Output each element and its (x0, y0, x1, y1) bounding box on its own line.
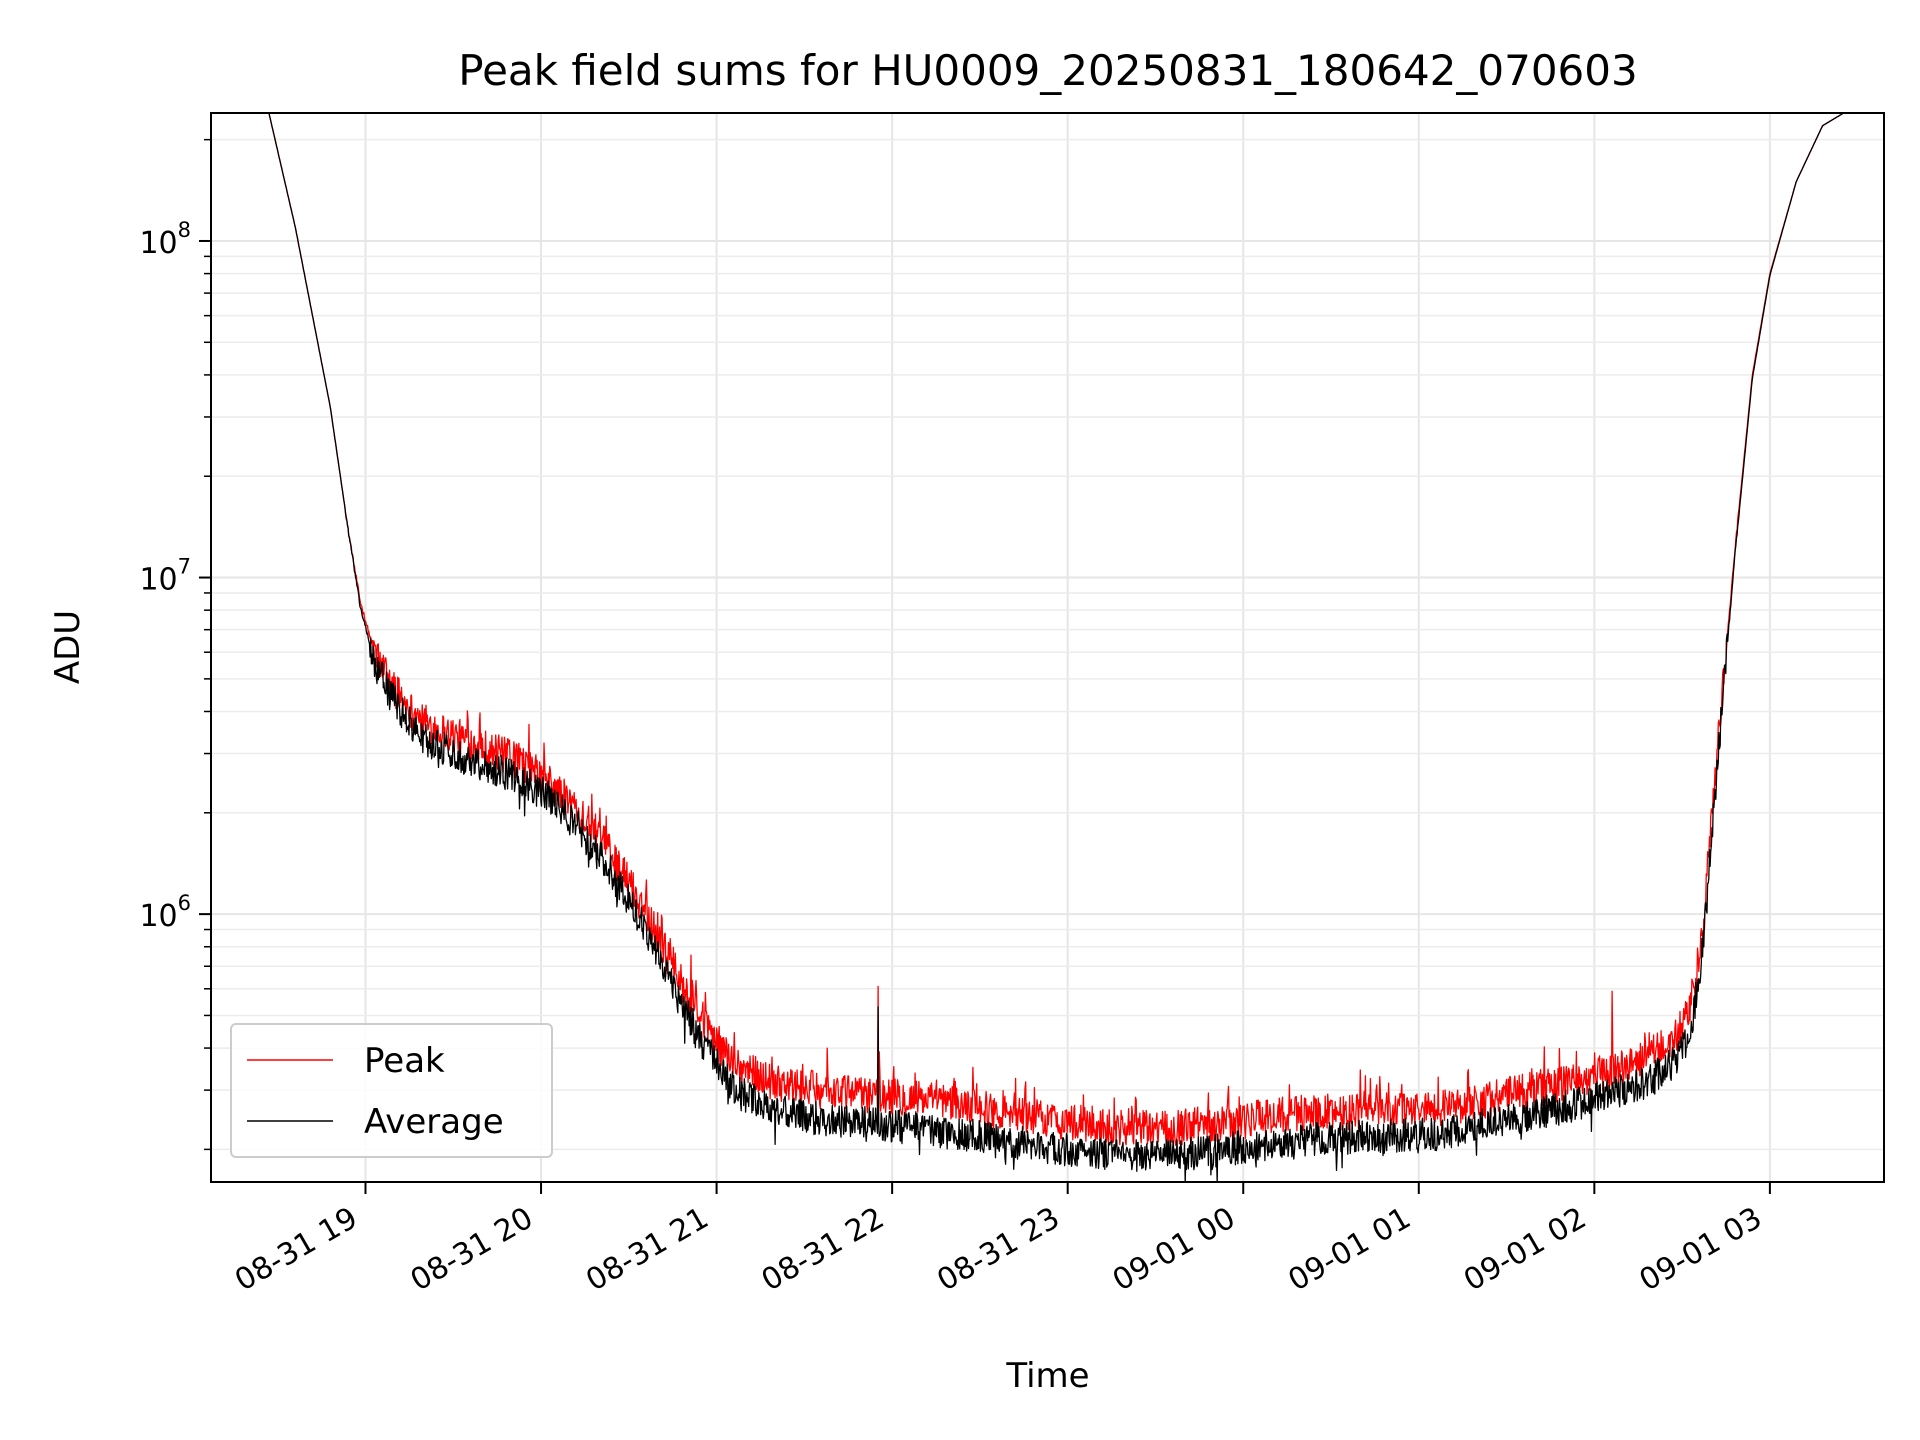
y-tick-exponent: 7 (178, 555, 191, 579)
legend-label-peak: Peak (364, 1041, 445, 1081)
y-tick-label: 108 (139, 218, 191, 261)
x-axis-label: Time (1005, 1356, 1089, 1396)
series-line-average (225, 113, 1858, 1182)
y-axis-label: ADU (48, 610, 88, 684)
legend-box (230, 1023, 553, 1158)
y-tick-exponent: 8 (178, 218, 191, 242)
plot-frame (210, 112, 1885, 1183)
y-tick-label: 107 (139, 555, 191, 598)
y-tick-base: 10 (139, 226, 177, 261)
y-tick-base: 10 (139, 563, 177, 598)
plot-area (225, 113, 1858, 1182)
series-layer (225, 113, 1858, 1182)
y-tick-base: 10 (139, 899, 177, 934)
legend: Peak Average (230, 1023, 553, 1158)
chart-title: Peak field sums for HU0009_20250831_1806… (458, 46, 1637, 95)
legend-label-average: Average (364, 1102, 504, 1142)
y-tick-exponent: 6 (178, 891, 191, 915)
y-tick-label: 106 (139, 891, 191, 934)
series-line-peak (225, 113, 1858, 1147)
